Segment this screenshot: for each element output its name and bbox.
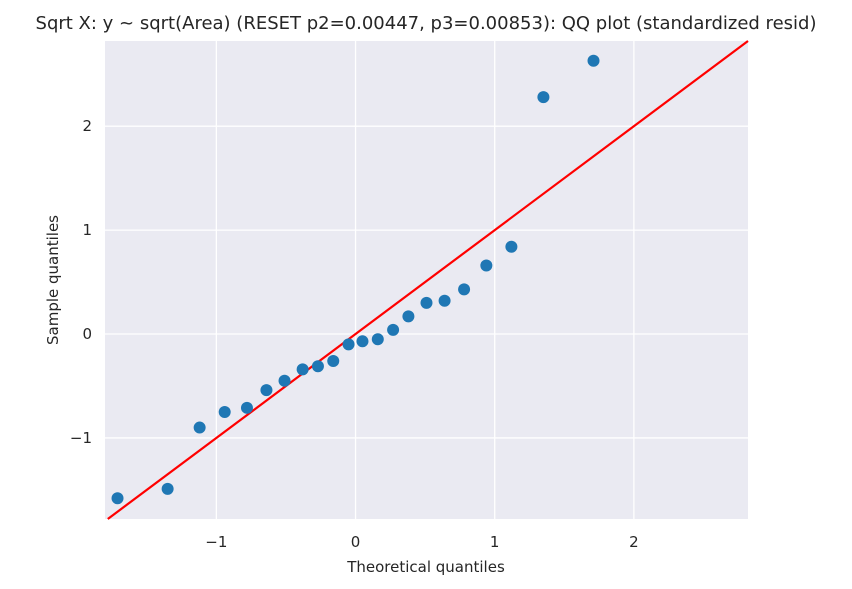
data-point: [296, 363, 309, 376]
data-point: [161, 482, 174, 495]
grid-lines: [105, 41, 748, 519]
x-tick-label: −1: [205, 533, 227, 551]
data-point: [260, 384, 273, 397]
data-point: [193, 421, 206, 434]
data-point: [537, 91, 550, 104]
reference-line-layer: [107, 40, 749, 520]
reference-line: [107, 40, 749, 520]
data-point: [240, 401, 253, 414]
data-point: [387, 323, 400, 336]
data-point: [420, 296, 433, 309]
chart-title: Sqrt X: y ~ sqrt(Area) (RESET p2=0.00447…: [36, 13, 817, 34]
data-point: [111, 492, 124, 505]
data-point: [402, 310, 415, 323]
tick-labels: −1 0 1 2 −1 0 1 2: [70, 117, 639, 551]
y-tick-label: 1: [82, 221, 92, 239]
data-point: [342, 338, 355, 351]
x-tick-label: 2: [629, 533, 639, 551]
y-axis-label: Sample quantiles: [44, 215, 62, 345]
data-point: [327, 355, 340, 368]
data-point: [278, 374, 291, 387]
y-tick-label: 2: [82, 117, 92, 135]
x-tick-label: 0: [351, 533, 361, 551]
data-point: [505, 240, 518, 253]
data-point: [480, 259, 493, 272]
data-point: [587, 54, 600, 67]
data-point: [356, 335, 369, 348]
y-tick-label: −1: [70, 429, 92, 447]
x-axis-label: Theoretical quantiles: [346, 558, 505, 576]
data-point: [438, 294, 451, 307]
x-tick-label: 1: [490, 533, 500, 551]
data-point: [371, 333, 384, 346]
data-point: [218, 405, 231, 418]
data-point: [311, 360, 324, 373]
data-points: [111, 54, 600, 505]
y-tick-label: 0: [82, 325, 92, 343]
data-point: [458, 283, 471, 296]
